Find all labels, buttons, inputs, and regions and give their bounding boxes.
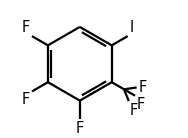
Text: F: F xyxy=(137,97,145,112)
Text: F: F xyxy=(139,80,147,95)
Text: F: F xyxy=(130,103,138,118)
Text: F: F xyxy=(22,20,30,35)
Text: F: F xyxy=(76,121,84,136)
Text: I: I xyxy=(129,20,133,35)
Text: F: F xyxy=(22,92,30,107)
